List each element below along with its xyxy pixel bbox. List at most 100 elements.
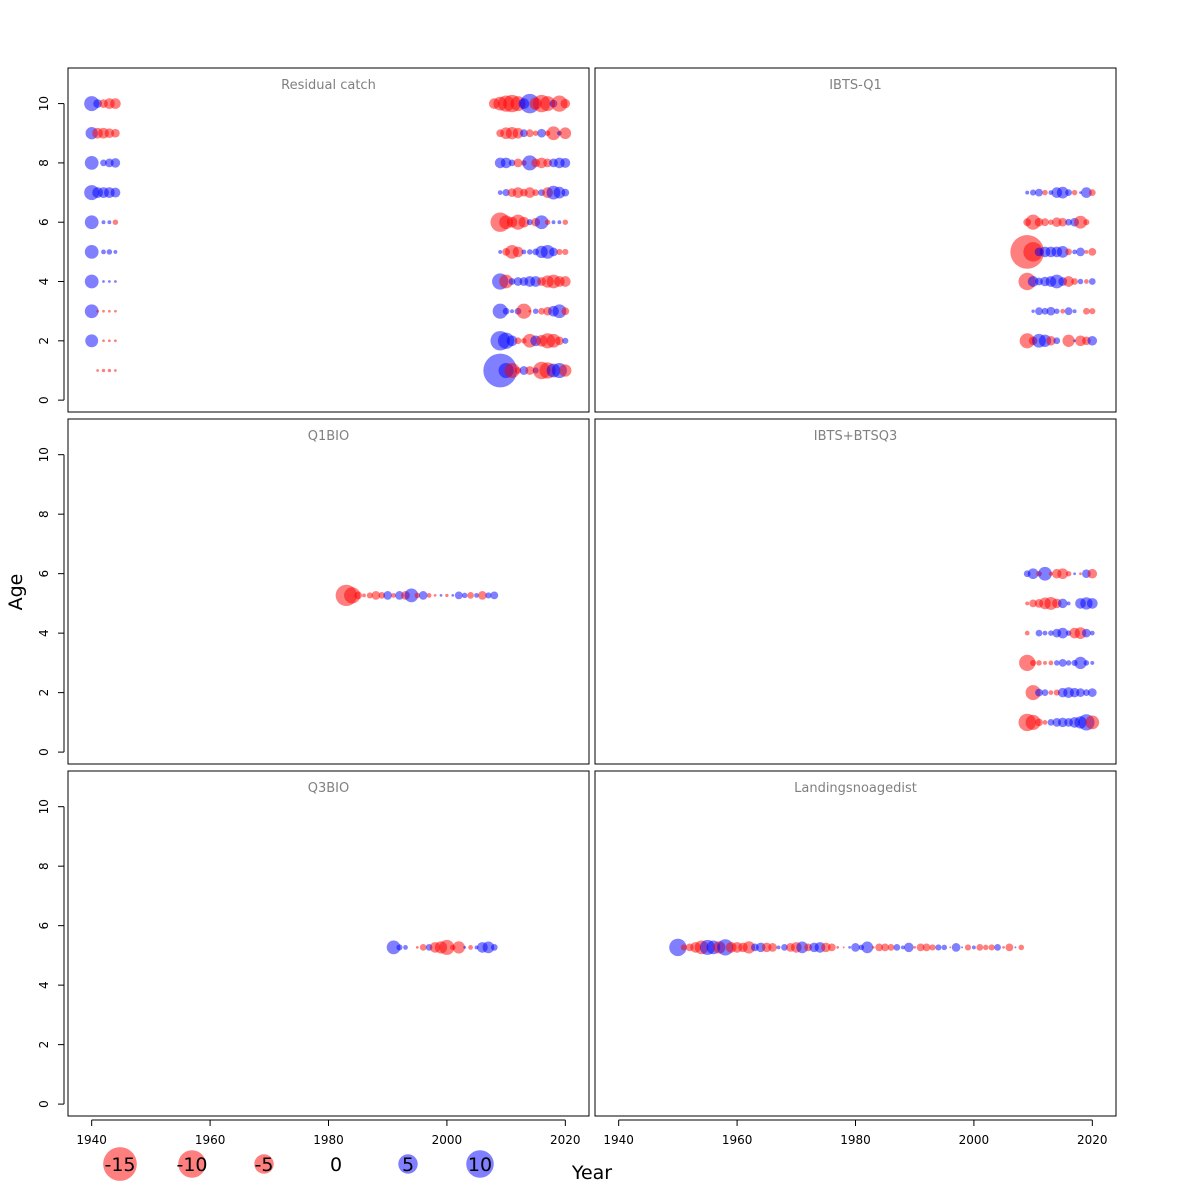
residual-bubble bbox=[1027, 568, 1039, 580]
x-tick-label: 1960 bbox=[195, 1133, 226, 1147]
residual-bubble bbox=[1025, 685, 1041, 701]
residual-bubble bbox=[1002, 946, 1005, 949]
residual-bubble bbox=[101, 220, 106, 225]
residual-bubble bbox=[1019, 654, 1036, 672]
residual-bubble bbox=[552, 304, 567, 319]
residual-bubble bbox=[1083, 219, 1090, 226]
residual-bubble bbox=[1065, 189, 1072, 196]
residual-bubble bbox=[371, 591, 381, 600]
residual-bubble bbox=[1041, 307, 1049, 315]
y-tick-label: 0 bbox=[37, 1100, 51, 1108]
residual-bubble bbox=[500, 157, 512, 169]
legend-label: 10 bbox=[468, 1154, 492, 1176]
residual-bubble bbox=[461, 592, 468, 599]
residual-bubble bbox=[562, 219, 569, 225]
residual-bubble bbox=[414, 592, 421, 599]
residual-bubble bbox=[848, 946, 851, 949]
residual-bubble bbox=[101, 368, 106, 373]
legend-item: -10 bbox=[176, 1150, 208, 1178]
residual-bubble bbox=[559, 276, 571, 287]
residual-bubble bbox=[1074, 656, 1087, 670]
residual-bubble bbox=[107, 220, 112, 225]
residual-bubble bbox=[669, 938, 687, 957]
residual-bubble bbox=[1025, 714, 1041, 730]
residual-bubble bbox=[502, 188, 510, 197]
residual-bubble bbox=[383, 591, 393, 600]
residual-bubble bbox=[526, 219, 533, 226]
y-tick-label: 8 bbox=[37, 159, 51, 167]
x-tick-label: 1980 bbox=[313, 1133, 344, 1147]
y-tick-label: 10 bbox=[37, 799, 51, 814]
residual-bubble bbox=[112, 219, 119, 225]
residual-bubble bbox=[1038, 566, 1052, 581]
residual-bubble bbox=[426, 593, 432, 598]
residual-bubble bbox=[516, 303, 532, 319]
residual-bubble bbox=[532, 189, 540, 196]
x-tick-label: 1960 bbox=[722, 1133, 753, 1147]
residual-bubble bbox=[941, 944, 948, 951]
residual-bubble bbox=[513, 158, 523, 168]
residual-bubble bbox=[821, 942, 831, 953]
residual-bubble bbox=[1042, 189, 1048, 196]
residual-bubble bbox=[521, 249, 527, 255]
residual-bubble bbox=[114, 339, 117, 343]
residual-bubble bbox=[433, 594, 437, 597]
residual-bubble bbox=[559, 127, 572, 140]
residual-bubble bbox=[1077, 278, 1084, 285]
residual-bubble bbox=[1073, 572, 1076, 576]
residual-bubble bbox=[1066, 601, 1071, 606]
residual-bubble bbox=[454, 591, 463, 600]
residual-bubble bbox=[1025, 601, 1030, 606]
x-tick-label: 1980 bbox=[840, 1133, 871, 1147]
residual-bubble bbox=[525, 129, 534, 138]
residual-bubble bbox=[107, 368, 112, 373]
residual-bubble bbox=[776, 945, 781, 950]
residual-bubble bbox=[395, 591, 404, 600]
residual-bubble bbox=[1089, 308, 1096, 315]
residual-bubble bbox=[110, 187, 121, 198]
residual-bubble bbox=[1057, 568, 1069, 580]
residual-bubble bbox=[1048, 690, 1054, 695]
panel-landingsnoagedist: Landingsnoagedist bbox=[594, 770, 1117, 1117]
residual-bubble bbox=[1065, 660, 1072, 666]
residual-bubble bbox=[504, 362, 520, 379]
residual-bubble bbox=[1065, 248, 1072, 256]
residual-bubble bbox=[1079, 572, 1082, 576]
residual-bubble bbox=[514, 367, 522, 374]
residual-bubble bbox=[418, 591, 428, 600]
residual-bubble bbox=[527, 249, 533, 255]
residual-bubble bbox=[508, 159, 516, 167]
residual-bubble bbox=[881, 943, 889, 952]
residual-bubble bbox=[452, 941, 465, 954]
residual-bubble bbox=[1065, 570, 1072, 577]
residual-bubble bbox=[1074, 215, 1087, 229]
panels-layer: Residual catch IBTS-Q1 Q1BIO IBTS+BTSQ3 Q3BI… bbox=[67, 67, 1117, 1117]
y-tick-label: 2 bbox=[37, 337, 51, 345]
y-tick-label: 4 bbox=[37, 629, 51, 637]
residual-bubble bbox=[485, 592, 492, 599]
residual-bubble bbox=[861, 941, 874, 954]
residual-bubble bbox=[935, 944, 942, 951]
residual-bubble bbox=[1071, 189, 1078, 196]
y-tick-label: 8 bbox=[37, 862, 51, 870]
residual-bubble bbox=[549, 247, 558, 257]
residual-bubble bbox=[110, 158, 121, 168]
residual-bubble bbox=[524, 187, 536, 198]
residual-bubble bbox=[922, 943, 931, 952]
x-tick-label: 1940 bbox=[76, 1133, 107, 1147]
residual-bubble bbox=[514, 337, 522, 345]
residual-bubble bbox=[1035, 188, 1043, 197]
legend-label: -5 bbox=[255, 1154, 274, 1176]
residual-bubble bbox=[562, 248, 569, 255]
residual-bubble bbox=[439, 939, 455, 955]
residual-bubble bbox=[1014, 946, 1017, 949]
residual-bubble bbox=[1056, 186, 1069, 199]
y-tick-label: 4 bbox=[37, 278, 51, 286]
panel-frame bbox=[594, 418, 1117, 765]
residual-bubble bbox=[478, 591, 487, 600]
residual-bubble bbox=[540, 96, 556, 112]
legend-bubble bbox=[466, 1150, 494, 1178]
x-tick-label: 2000 bbox=[959, 1133, 990, 1147]
residual-bubble bbox=[994, 944, 1001, 951]
residual-bubble bbox=[532, 308, 539, 314]
